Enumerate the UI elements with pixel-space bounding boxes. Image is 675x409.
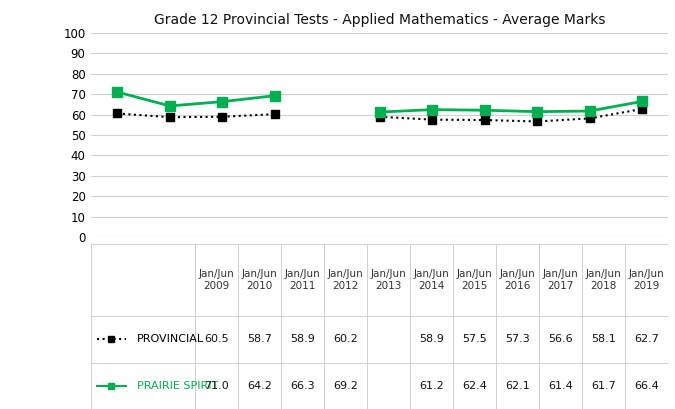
Text: Jan/Jun
2010: Jan/Jun 2010 [242,270,277,291]
Text: 66.4: 66.4 [634,381,659,391]
FancyBboxPatch shape [453,244,496,316]
Text: 62.1: 62.1 [506,381,530,391]
Text: 60.2: 60.2 [333,335,358,344]
Text: Jan/Jun
2017: Jan/Jun 2017 [543,270,578,291]
FancyBboxPatch shape [195,244,238,316]
Text: 58.7: 58.7 [247,335,272,344]
FancyBboxPatch shape [195,363,238,409]
FancyBboxPatch shape [195,316,238,363]
Text: 57.3: 57.3 [506,335,530,344]
FancyBboxPatch shape [367,316,410,363]
FancyBboxPatch shape [496,244,539,316]
Text: 62.7: 62.7 [634,335,659,344]
FancyBboxPatch shape [583,363,625,409]
FancyBboxPatch shape [583,316,625,363]
Text: 61.7: 61.7 [591,381,616,391]
Text: Jan/Jun
2016: Jan/Jun 2016 [500,270,535,291]
Text: 58.9: 58.9 [290,335,315,344]
Text: 57.5: 57.5 [462,335,487,344]
FancyBboxPatch shape [410,363,453,409]
FancyBboxPatch shape [410,316,453,363]
FancyBboxPatch shape [91,316,195,363]
Text: Jan/Jun
2012: Jan/Jun 2012 [327,270,363,291]
Text: PRAIRIE SPIRIT: PRAIRIE SPIRIT [137,381,219,391]
Text: 71.0: 71.0 [204,381,229,391]
Text: Jan/Jun
2015: Jan/Jun 2015 [457,270,493,291]
Text: PROVINCIAL: PROVINCIAL [137,335,205,344]
FancyBboxPatch shape [281,244,324,316]
FancyBboxPatch shape [367,363,410,409]
FancyBboxPatch shape [281,316,324,363]
FancyBboxPatch shape [453,316,496,363]
Text: 58.1: 58.1 [591,335,616,344]
Text: 58.9: 58.9 [419,335,444,344]
FancyBboxPatch shape [238,244,281,316]
Text: 60.5: 60.5 [205,335,229,344]
FancyBboxPatch shape [324,244,367,316]
FancyBboxPatch shape [367,244,410,316]
Text: 66.3: 66.3 [290,381,315,391]
Text: 61.4: 61.4 [548,381,573,391]
FancyBboxPatch shape [91,363,195,409]
FancyBboxPatch shape [496,316,539,363]
FancyBboxPatch shape [539,363,583,409]
Text: Jan/Jun
2013: Jan/Jun 2013 [371,270,406,291]
Text: 56.6: 56.6 [548,335,573,344]
FancyBboxPatch shape [625,363,668,409]
FancyBboxPatch shape [91,244,195,316]
FancyBboxPatch shape [281,363,324,409]
FancyBboxPatch shape [583,244,625,316]
FancyBboxPatch shape [625,316,668,363]
Text: Jan/Jun
2014: Jan/Jun 2014 [414,270,450,291]
Text: Jan/Jun
2011: Jan/Jun 2011 [285,270,321,291]
FancyBboxPatch shape [496,363,539,409]
Text: Jan/Jun
2019: Jan/Jun 2019 [629,270,665,291]
FancyBboxPatch shape [324,363,367,409]
Title: Grade 12 Provincial Tests - Applied Mathematics - Average Marks: Grade 12 Provincial Tests - Applied Math… [154,13,605,27]
FancyBboxPatch shape [625,244,668,316]
FancyBboxPatch shape [453,363,496,409]
Text: 69.2: 69.2 [333,381,358,391]
FancyBboxPatch shape [410,244,453,316]
FancyBboxPatch shape [539,316,583,363]
Text: 61.2: 61.2 [419,381,444,391]
Text: Jan/Jun
2018: Jan/Jun 2018 [586,270,622,291]
Text: Jan/Jun
2009: Jan/Jun 2009 [198,270,234,291]
FancyBboxPatch shape [238,316,281,363]
FancyBboxPatch shape [539,244,583,316]
Text: 62.4: 62.4 [462,381,487,391]
Text: 64.2: 64.2 [247,381,272,391]
FancyBboxPatch shape [324,316,367,363]
FancyBboxPatch shape [238,363,281,409]
